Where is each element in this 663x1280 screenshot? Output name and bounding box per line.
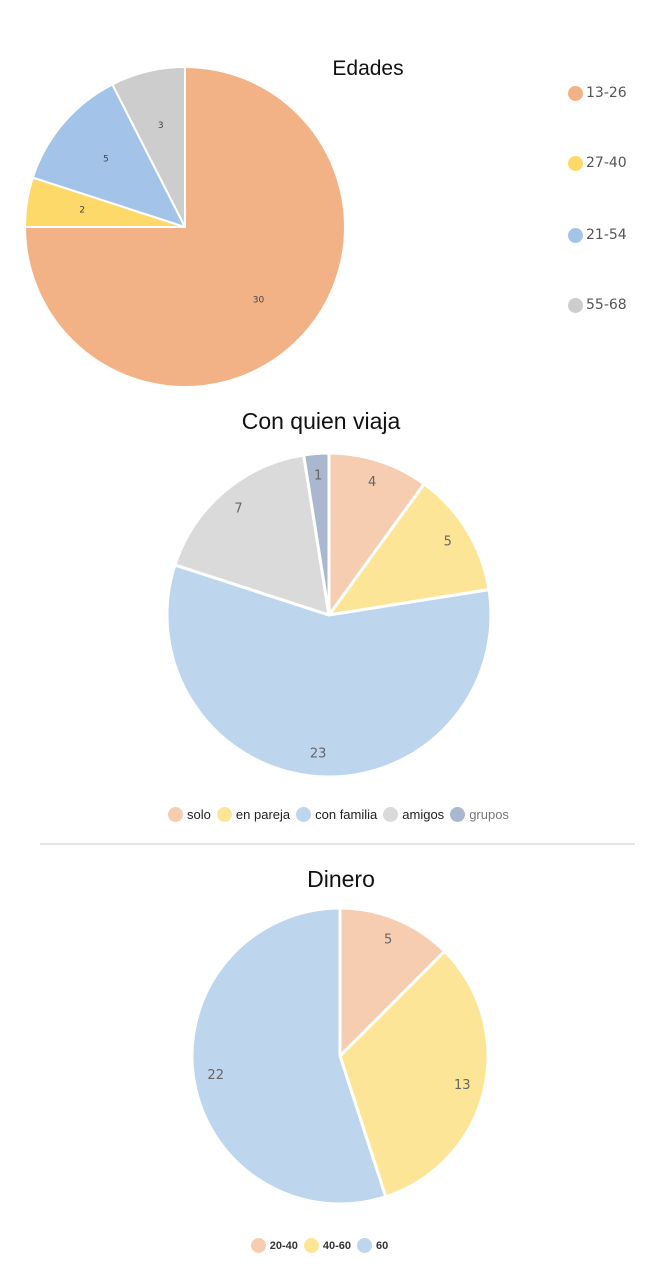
legend: solo en pareja con familia amigos grupos <box>10 807 663 822</box>
data-label: 23 <box>310 746 327 761</box>
legend-item: 13-26 <box>568 85 627 101</box>
pie-slice-40-60 <box>338 949 490 1199</box>
data-label: 5 <box>384 932 392 947</box>
data-label: 3 <box>158 121 164 131</box>
legend-label: solo <box>187 807 211 822</box>
pie-slice-amigos <box>173 453 331 617</box>
legend-label: grupos <box>469 807 509 822</box>
pie-chart: 4 5 23 7 1 <box>165 451 493 779</box>
legend-item: 21-54 <box>568 227 627 243</box>
legend-item: solo <box>168 807 211 822</box>
legend-label: 20-40 <box>269 1239 298 1252</box>
legend-swatch <box>357 1238 373 1253</box>
pie-slice-55-68 <box>111 66 186 228</box>
data-label: 5 <box>103 155 109 165</box>
chart-title: Dinero <box>307 866 375 892</box>
legend-item: 20-40 <box>250 1238 298 1253</box>
legend-swatch <box>568 227 583 243</box>
legend-swatch <box>296 807 312 822</box>
legend-swatch <box>568 85 583 101</box>
pie-slice-en-pareja <box>327 482 491 617</box>
legend-item: grupos <box>450 807 509 822</box>
pie-slice-con-familia <box>165 563 493 779</box>
legend-swatch <box>568 155 583 171</box>
data-label: 22 <box>207 1068 224 1083</box>
legend-label: 60 <box>376 1239 389 1252</box>
data-label: 4 <box>368 475 376 490</box>
legend-item: en pareja <box>216 807 291 822</box>
legend: 20-40 40-60 60 <box>0 1238 654 1253</box>
legend-label: en pareja <box>235 807 291 822</box>
legend-label: 40-60 <box>322 1239 352 1252</box>
pie-slice-21-54 <box>31 83 186 228</box>
legend-label: con familia <box>315 807 378 822</box>
chart-edades: Edades 30 2 5 3 13-26 27-40 21-54 55-68 <box>0 0 663 392</box>
legend-label: 55-68 <box>586 297 627 313</box>
chart-title: Edades <box>332 57 404 80</box>
chart-dinero: Dinero 5 13 22 20-40 40-60 60 <box>0 848 663 1280</box>
data-label: 1 <box>314 469 322 484</box>
pie-chart: 30 2 5 3 <box>24 66 346 388</box>
legend-swatch <box>568 297 583 313</box>
pie-slice-solo <box>327 451 426 617</box>
legend-swatch <box>216 807 232 822</box>
pie-slice-60 <box>190 906 388 1206</box>
chart-title: Con quien viaja <box>241 408 401 434</box>
chart-con-quien-viaja: Con quien viaja 4 5 23 7 1 solo en pareja con … <box>0 392 663 840</box>
legend-item: 55-68 <box>568 297 627 313</box>
data-label: 5 <box>444 535 452 550</box>
pie-slice-20-40 <box>338 906 447 1058</box>
legend-item: amigos <box>383 807 444 822</box>
pie-chart: 5 13 22 <box>190 906 490 1206</box>
data-label: 13 <box>454 1078 471 1093</box>
legend-swatch <box>450 807 466 822</box>
pie-slice-grupos <box>302 451 331 617</box>
legend-swatch <box>383 807 399 822</box>
legend-item: 40-60 <box>303 1238 352 1253</box>
legend-item: 60 <box>357 1238 388 1253</box>
legend-label: 13-26 <box>586 85 627 101</box>
legend-label: amigos <box>402 807 445 822</box>
data-label: 30 <box>253 296 265 306</box>
legend-item: con familia <box>296 807 377 822</box>
divider <box>40 843 635 845</box>
legend-label: 27-40 <box>586 155 627 171</box>
legend-label: 21-54 <box>586 227 627 243</box>
legend-swatch <box>303 1238 319 1253</box>
legend-swatch <box>250 1238 266 1253</box>
legend-swatch <box>168 807 184 822</box>
data-label: 2 <box>79 206 85 216</box>
legend-item: 27-40 <box>568 155 627 171</box>
data-label: 7 <box>234 502 242 517</box>
